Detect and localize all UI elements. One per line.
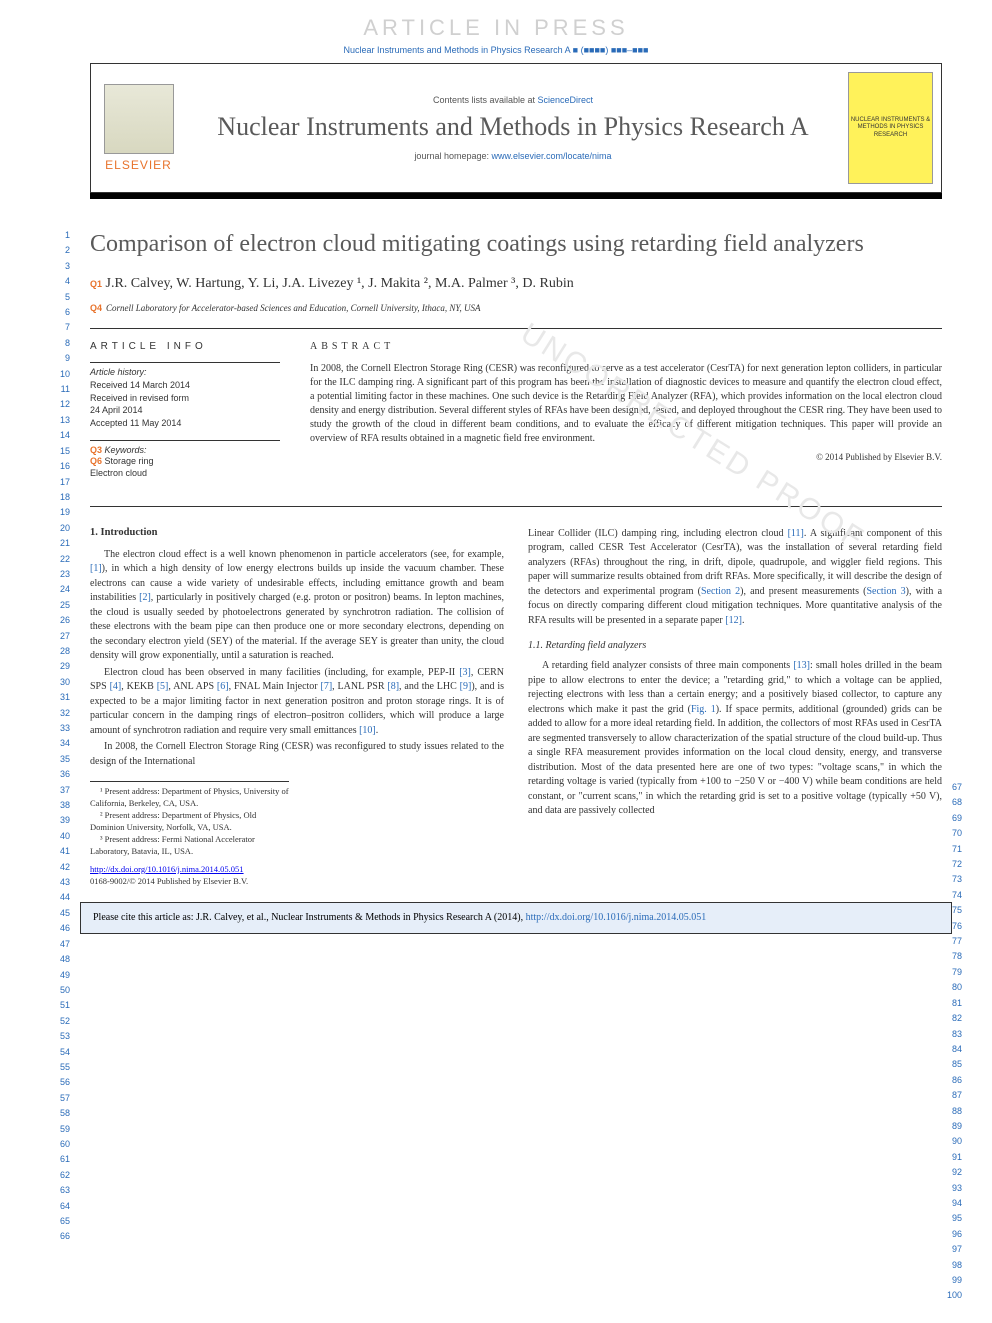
keyword-2: Electron cloud bbox=[90, 467, 280, 480]
article-title: Comparison of electron cloud mitigating … bbox=[90, 229, 942, 260]
para-3: In 2008, the Cornell Electron Storage Ri… bbox=[90, 740, 504, 769]
para-4: Linear Collider (ILC) damping ring, incl… bbox=[528, 527, 942, 629]
keyword-1: Storage ring bbox=[105, 456, 154, 466]
author-list: Q1 J.R. Calvey, W. Hartung, Y. Li, J.A. … bbox=[90, 276, 942, 292]
section-1-heading: 1. Introduction bbox=[90, 527, 504, 538]
history-revised: Received in revised form bbox=[90, 392, 280, 405]
keywords-title: Keywords: bbox=[105, 445, 147, 455]
article-info-column: ARTICLE INFO Article history: Received 1… bbox=[90, 341, 280, 490]
query-marker-q1: Q1 bbox=[90, 279, 102, 289]
journal-cover-thumbnail: NUCLEAR INSTRUMENTS & METHODS IN PHYSICS… bbox=[848, 72, 933, 184]
para-5: A retarding field analyzer consists of t… bbox=[528, 659, 942, 819]
query-marker-q4: Q4 bbox=[90, 303, 102, 313]
footnote-3: ³ Present address: Fermi National Accele… bbox=[90, 834, 289, 858]
history-received: Received 14 March 2014 bbox=[90, 379, 280, 392]
article-in-press-watermark: ARTICLE IN PRESS bbox=[363, 15, 628, 41]
journal-title: Nuclear Instruments and Methods in Physi… bbox=[217, 111, 808, 142]
affiliation-line: Q4 Cornell Laboratory for Accelerator-ba… bbox=[90, 298, 942, 316]
citation-box: Please cite this article as: J.R. Calvey… bbox=[80, 902, 952, 934]
doi-link[interactable]: http://dx.doi.org/10.1016/j.nima.2014.05… bbox=[90, 864, 244, 874]
journal-homepage-link[interactable]: www.elsevier.com/locate/nima bbox=[492, 151, 612, 161]
history-accepted: Accepted 11 May 2014 bbox=[90, 417, 280, 430]
journal-header-band: ELSEVIER Contents lists available at Sci… bbox=[90, 63, 942, 193]
divider-rule bbox=[90, 328, 942, 329]
issn-copyright-line: 0168-9002/© 2014 Published by Elsevier B… bbox=[90, 876, 504, 886]
history-revised-date: 24 April 2014 bbox=[90, 404, 280, 417]
article-info-heading: ARTICLE INFO bbox=[90, 341, 280, 352]
abstract-text: In 2008, the Cornell Electron Storage Ri… bbox=[310, 362, 942, 446]
copyright-line: © 2014 Published by Elsevier B.V. bbox=[310, 452, 942, 462]
line-numbers-left: 1234567891011121314151617181920212223242… bbox=[50, 228, 70, 1245]
query-marker-q6: Q6 bbox=[90, 456, 102, 466]
sciencedirect-link[interactable]: ScienceDirect bbox=[538, 95, 594, 105]
footnote-2: ² Present address: Department of Physics… bbox=[90, 810, 289, 834]
publisher-logo[interactable]: ELSEVIER bbox=[91, 64, 186, 192]
section-1-1-heading: 1.1. Retarding field analyzers bbox=[528, 640, 942, 651]
article-history-title: Article history: bbox=[90, 367, 280, 377]
journal-homepage-line: journal homepage: www.elsevier.com/locat… bbox=[414, 151, 611, 161]
elsevier-tree-icon bbox=[104, 84, 174, 154]
left-text-column: 1. Introduction The electron cloud effec… bbox=[90, 527, 504, 886]
query-marker-q3: Q3 bbox=[90, 445, 102, 455]
right-text-column: Linear Collider (ILC) damping ring, incl… bbox=[528, 527, 942, 886]
contents-available-line: Contents lists available at ScienceDirec… bbox=[433, 95, 593, 105]
footnotes-block: ¹ Present address: Department of Physics… bbox=[90, 781, 289, 857]
abstract-column: ABSTRACT In 2008, the Cornell Electron S… bbox=[310, 341, 942, 490]
footnote-1: ¹ Present address: Department of Physics… bbox=[90, 786, 289, 810]
divider-rule bbox=[90, 506, 942, 507]
para-1: The electron cloud effect is a well know… bbox=[90, 548, 504, 664]
para-2: Electron cloud has been observed in many… bbox=[90, 666, 504, 739]
publisher-name: ELSEVIER bbox=[105, 158, 172, 172]
citation-doi-link[interactable]: http://dx.doi.org/10.1016/j.nima.2014.05… bbox=[526, 912, 707, 923]
line-numbers-right: 6768697071727374757677787980818283848586… bbox=[942, 780, 962, 1304]
abstract-heading: ABSTRACT bbox=[310, 341, 942, 352]
